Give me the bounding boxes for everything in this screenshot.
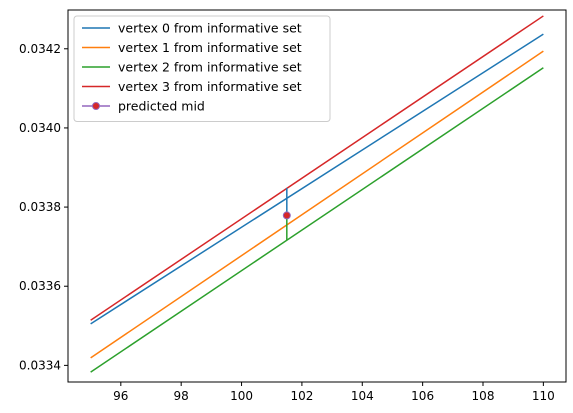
x-tick-label: 106 [411, 389, 434, 403]
x-tick-label: 98 [174, 389, 189, 403]
legend-marker [92, 102, 100, 110]
x-tick-label: 110 [532, 389, 555, 403]
legend-label: predicted mid [118, 99, 205, 114]
series-line-vertex-1 [90, 50, 544, 359]
legend-label: vertex 1 from informative set [118, 40, 302, 55]
legend-box [73, 15, 331, 122]
x-tick-label: 104 [351, 389, 374, 403]
x-tick-label: 108 [472, 389, 495, 403]
legend: vertex 0 from informative set vertex 1 fr… [73, 15, 331, 122]
y-tick-label: 0.0336 [19, 279, 61, 293]
series-line-vertex-2 [90, 67, 544, 373]
x-axis: 96 98 100 102 104 106 108 110 [113, 382, 555, 403]
series-line-vertex-3 [90, 15, 544, 321]
y-tick-label: 0.0338 [19, 200, 61, 214]
x-tick-label: 96 [113, 389, 128, 403]
axes-frame [67, 9, 567, 383]
series-line-vertex-0 [90, 33, 544, 325]
predicted-group [282, 188, 291, 240]
legend-label: vertex 0 from informative set [118, 21, 302, 36]
y-tick-label: 0.0342 [19, 42, 61, 56]
y-axis: 0.0334 0.0336 0.0338 0.0340 0.0342 [19, 42, 68, 372]
legend-label: vertex 2 from informative set [118, 60, 302, 75]
predicted-mid-point [282, 211, 291, 220]
plot-lines [90, 15, 544, 373]
legend-label: vertex 3 from informative set [118, 79, 302, 94]
x-tick-label: 100 [230, 389, 253, 403]
x-tick-label: 102 [290, 389, 313, 403]
y-tick-label: 0.0334 [19, 358, 61, 372]
y-tick-label: 0.0340 [19, 121, 61, 135]
